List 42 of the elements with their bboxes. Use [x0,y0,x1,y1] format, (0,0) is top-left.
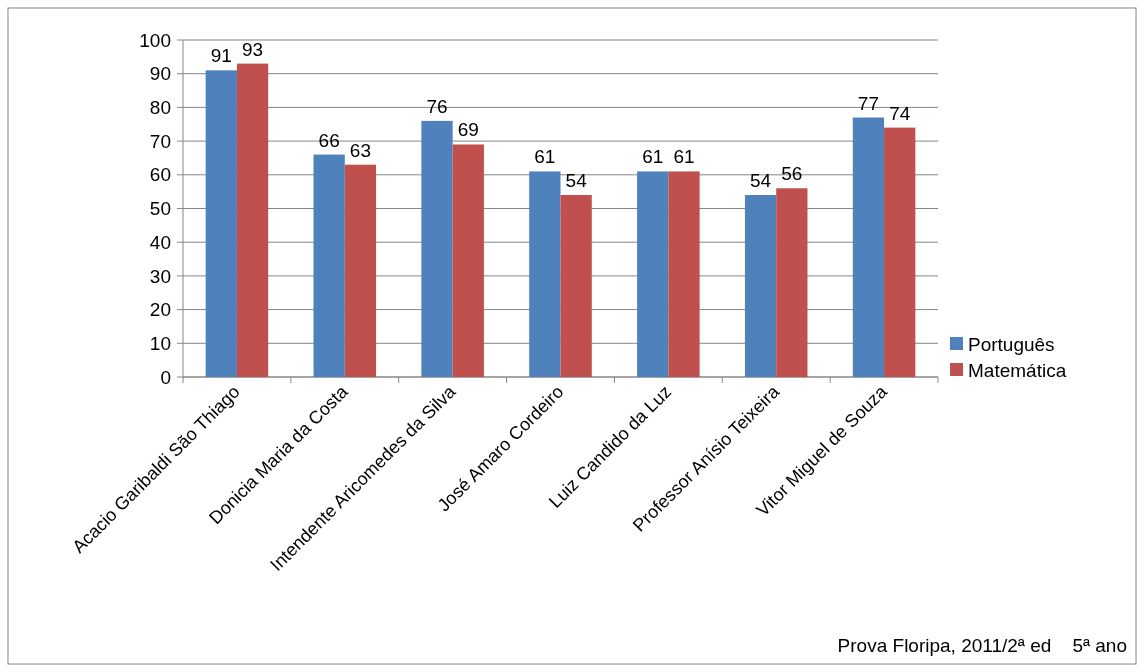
bar [884,127,916,377]
bar [637,171,669,377]
data-label: 93 [242,38,264,60]
bar [529,171,561,377]
data-label: 54 [565,170,588,192]
y-tick-label: 30 [149,265,171,287]
data-label: 54 [750,170,772,192]
y-tick-label: 60 [149,164,171,186]
y-tick-label: 90 [149,63,171,85]
data-label: 76 [426,95,448,117]
data-label: 61 [673,146,695,168]
bar [744,195,777,377]
data-label: 69 [457,119,479,141]
data-label: 66 [318,129,340,151]
y-tick-label: 10 [149,332,171,354]
legend-label: Matemática [968,359,1067,381]
y-tick-label: 20 [149,299,171,321]
data-label: 63 [349,139,371,161]
bar [776,188,808,377]
data-label: 77 [857,92,879,114]
data-label: 61 [642,146,664,168]
y-tick-label: 100 [139,29,171,51]
bar [344,164,377,377]
bar [205,70,237,377]
bar [852,117,885,377]
bar [668,171,700,377]
bar [421,120,453,377]
y-tick-label: 70 [149,130,171,152]
bar [313,154,345,377]
text: Prova Floripa, 2011/2ª ed 5ª ano [837,635,1127,656]
y-tick-label: 50 [149,198,171,220]
bar [452,144,484,377]
bar [236,63,269,377]
data-label: 61 [534,146,556,168]
y-tick-label: 80 [149,97,171,119]
y-tick-label: 40 [149,231,171,253]
y-tick-label: 0 [160,366,171,388]
bar [560,195,592,377]
data-label: 91 [210,45,232,67]
legend-label: Português [968,333,1055,355]
data-label: 56 [781,163,803,185]
data-label: 74 [889,102,911,124]
